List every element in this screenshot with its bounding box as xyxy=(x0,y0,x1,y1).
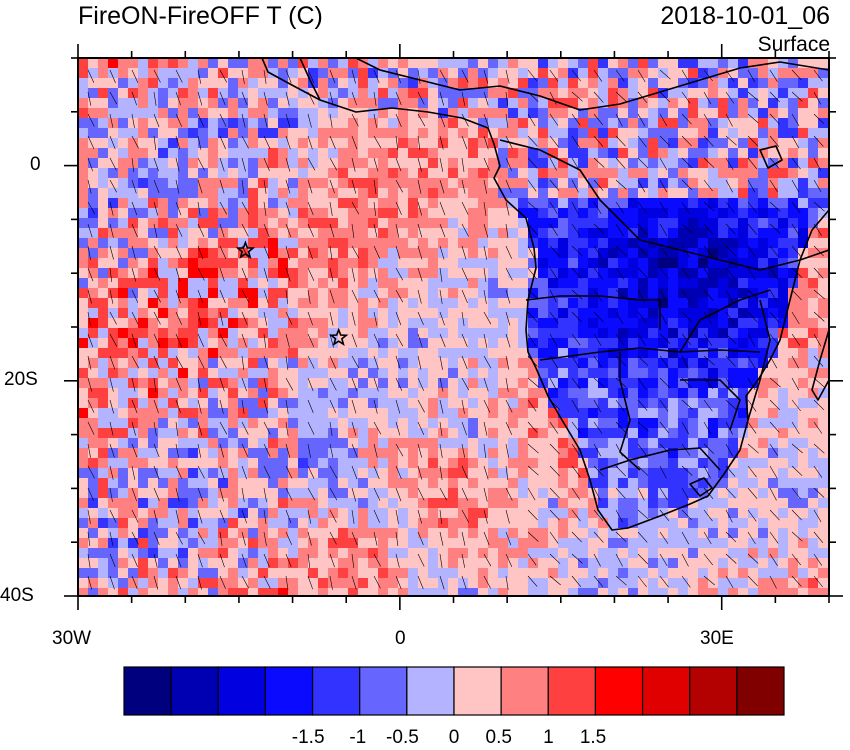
x-tick-label: 30W xyxy=(52,628,92,649)
valid-time: 2018-10-01_06 xyxy=(660,2,830,30)
border-namibia xyxy=(539,347,761,361)
africa-coastline xyxy=(261,58,829,531)
colorbar-boxes xyxy=(123,666,785,716)
border-angola xyxy=(525,295,661,330)
colorbar-box xyxy=(311,666,361,716)
border-mozambique xyxy=(747,299,771,421)
colorbar-box xyxy=(736,666,785,716)
axis-ticks xyxy=(64,44,843,610)
border-nw xyxy=(299,58,321,101)
y-tick-label: 20S xyxy=(4,369,38,390)
colorbar-box xyxy=(453,666,502,716)
temperature-difference-field xyxy=(78,58,829,596)
madagascar-coastline xyxy=(811,329,829,401)
colorbar-tick-label: 0 xyxy=(448,727,460,748)
colorbar-tick-label: -0.5 xyxy=(386,727,419,748)
coastlines-and-borders xyxy=(261,58,829,531)
colorbar-tick-label: 1 xyxy=(543,727,554,748)
border-zimbabwe xyxy=(680,379,741,431)
plot-title: FireON-FireOFF T (C) xyxy=(78,2,323,30)
colorbar-box xyxy=(641,666,691,716)
colorbar-tick-label: 1.5 xyxy=(579,727,607,748)
colorbar-box xyxy=(689,666,738,716)
lake-victoria xyxy=(759,145,783,169)
colorbar-box xyxy=(594,666,644,716)
y-tick-label: 40S xyxy=(0,585,34,606)
star-marker xyxy=(328,327,349,346)
colorbar-box xyxy=(264,666,314,716)
x-tick-label: 0 xyxy=(395,628,406,649)
colorbar-tick-label: -1.5 xyxy=(291,727,325,748)
colorbar-box xyxy=(359,666,408,716)
lesotho-border xyxy=(689,477,713,497)
y-tick-label: 0 xyxy=(30,154,41,175)
colorbar-box xyxy=(406,666,455,716)
colorbar-tick-label: -1 xyxy=(349,727,367,748)
level-label: Surface xyxy=(757,33,830,56)
border-botswana xyxy=(619,352,641,471)
colorbar-box xyxy=(123,666,172,716)
colorbar-box xyxy=(500,666,549,716)
border-zambia xyxy=(679,289,771,353)
colorbar-tick-label: 0.5 xyxy=(485,727,512,748)
colorbar-box xyxy=(170,666,219,716)
border-south-africa xyxy=(599,447,721,471)
x-tick-label: 30E xyxy=(700,628,734,649)
colorbar-box xyxy=(547,666,597,716)
colorbar-box xyxy=(217,666,267,716)
border-sahel xyxy=(355,58,829,111)
star-marker xyxy=(235,240,256,259)
marker-stars xyxy=(235,240,349,346)
wind-barbs xyxy=(87,69,825,590)
border-central xyxy=(499,139,829,271)
